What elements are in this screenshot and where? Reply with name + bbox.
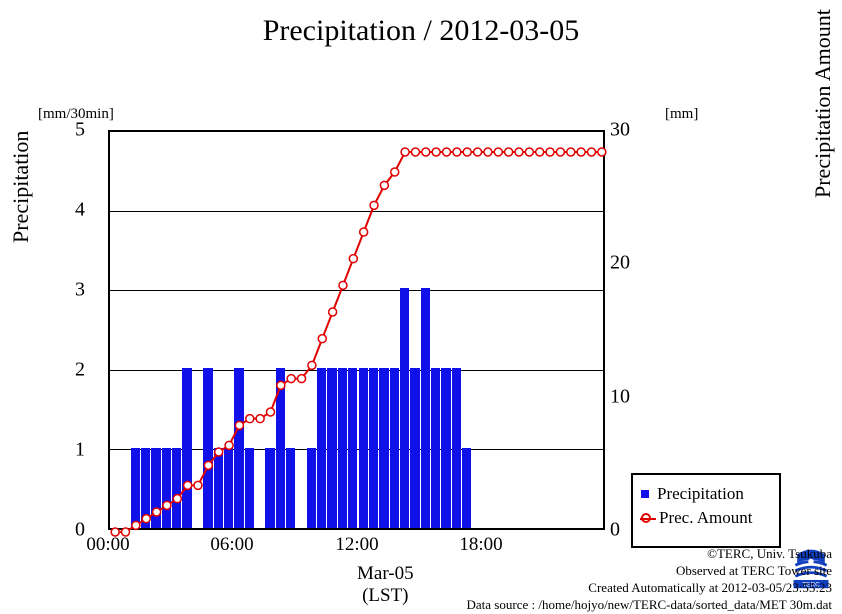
xaxis-title: Mar-05 (LST): [357, 563, 414, 607]
ytick-left-1: 1: [75, 439, 85, 462]
footer-copyright: ©TERC, Univ. Tsukuba: [707, 545, 832, 563]
ytick-left-4: 4: [75, 199, 85, 222]
prec-amount-point[interactable]: Value: 28.5 mm at slot 45: [577, 148, 585, 156]
prec-amount-point[interactable]: Value: 9 mm at slot 15: [266, 408, 274, 416]
prec-amount-point[interactable]: Value: 28.5 mm at slot 36: [484, 148, 492, 156]
prec-amount-point[interactable]: Value: 14.5 mm at slot 20: [318, 335, 326, 343]
prec-amount-point[interactable]: Value: 24.5 mm at slot 25: [370, 201, 378, 209]
right-axis-title: Precipitation Amount: [810, 9, 836, 198]
ytick-left-5: 5: [75, 119, 85, 142]
prec-amount-point[interactable]: Value: 6.5 mm at slot 11: [225, 441, 233, 449]
prec-amount-point[interactable]: Value: 28.5 mm at slot 38: [505, 148, 513, 156]
prec-amount-legend-marker: [641, 513, 651, 523]
prec-amount-point[interactable]: Value: 28.5 mm at slot 37: [494, 148, 502, 156]
right-axis-unit-label: [mm]: [665, 106, 698, 123]
legend-box: Precipitation Prec. Amount: [631, 473, 781, 548]
prec-amount-point[interactable]: Value: 12.5 mm at slot 19: [308, 361, 316, 369]
xtick-1200: 12:00: [335, 534, 378, 556]
prec-amount-point[interactable]: Value: 28.5 mm at slot 43: [556, 148, 564, 156]
prec-amount-point[interactable]: Value: 5 mm at slot 9: [204, 461, 212, 469]
prec-amount-point[interactable]: Value: 28.5 mm at slot 29: [411, 148, 419, 156]
prec-amount-point[interactable]: Value: 16.5 mm at slot 21: [329, 308, 337, 316]
prec-amount-point[interactable]: Value: 18.5 mm at slot 22: [339, 281, 347, 289]
left-axis-title: Precipitation: [8, 131, 34, 243]
prec-amount-point[interactable]: Value: 28.5 mm at slot 28: [401, 148, 409, 156]
prec-amount-point[interactable]: Value: 28.5 mm at slot 47: [598, 148, 606, 156]
prec-amount-point[interactable]: Value: 2.5 mm at slot 6: [173, 495, 181, 503]
xtick-0000: 00:00: [86, 534, 129, 556]
prec-amount-point[interactable]: Value: 3.5 mm at slot 7: [184, 481, 192, 489]
prec-amount-point[interactable]: Value: 8.5 mm at slot 14: [256, 415, 264, 423]
legend-label-prec-amount: Prec. Amount: [659, 508, 753, 528]
prec-amount-point[interactable]: Value: 28.5 mm at slot 31: [432, 148, 440, 156]
ytick-right-0: 0: [610, 519, 620, 542]
footer-created: Created Automatically at 2012-03-05/23:5…: [588, 579, 832, 597]
prec-amount-point[interactable]: Value: 28.5 mm at slot 32: [443, 148, 451, 156]
plot-wrap: [mm/30min] [mm] Precipitation Precipitat…: [0, 48, 842, 518]
prec-amount-point[interactable]: Value: 28.5 mm at slot 35: [474, 148, 482, 156]
prec-amount-point[interactable]: Value: 28.5 mm at slot 46: [587, 148, 595, 156]
prec-amount-point[interactable]: Value: 28.5 mm at slot 39: [515, 148, 523, 156]
prec-amount-point[interactable]: Value: 1.5 mm at slot 4: [153, 508, 161, 516]
xtick-1800: 18:00: [459, 534, 502, 556]
prec-amount-point[interactable]: Value: 11.5 mm at slot 18: [298, 375, 306, 383]
prec-amount-point[interactable]: Value: 26 mm at slot 26: [380, 181, 388, 189]
page-title: Precipitation / 2012-03-05: [0, 14, 842, 48]
prec-amount-point[interactable]: Value: 28.5 mm at slot 42: [546, 148, 554, 156]
prec-amount-point[interactable]: Value: 2 mm at slot 5: [163, 501, 171, 509]
precipitation-amount-line[interactable]: Value: 0 mm at slot 0Value: 0 mm at slot…: [110, 132, 607, 532]
prec-amount-point[interactable]: Value: 28.5 mm at slot 44: [567, 148, 575, 156]
ytick-right-20: 20: [610, 252, 630, 275]
prec-amount-point[interactable]: Value: 28.5 mm at slot 40: [525, 148, 533, 156]
prec-amount-point[interactable]: Value: 8.5 mm at slot 13: [246, 415, 254, 423]
ytick-right-10: 10: [610, 386, 630, 409]
prec-amount-point[interactable]: Value: 1 mm at slot 3: [142, 515, 150, 523]
prec-amount-point[interactable]: Value: 20.5 mm at slot 23: [349, 255, 357, 263]
footer-datasource: Data source : /home/hojyo/new/TERC-data/…: [467, 596, 832, 614]
prec-amount-point[interactable]: Value: 28.5 mm at slot 30: [422, 148, 430, 156]
footer-observed: Observed at TERC Tower site: [676, 562, 832, 580]
legend-item-prec-amount[interactable]: Prec. Amount: [641, 508, 771, 528]
prec-amount-point[interactable]: Value: 11.5 mm at slot 17: [287, 375, 295, 383]
prec-amount-point[interactable]: Value: 27 mm at slot 27: [391, 168, 399, 176]
xtick-0600: 06:00: [210, 534, 253, 556]
ytick-left-3: 3: [75, 279, 85, 302]
prec-amount-point[interactable]: Value: 28.5 mm at slot 33: [453, 148, 461, 156]
prec-amount-point[interactable]: Value: 3.5 mm at slot 8: [194, 481, 202, 489]
prec-amount-point[interactable]: Value: 22.5 mm at slot 24: [360, 228, 368, 236]
prec-amount-point[interactable]: Value: 8 mm at slot 12: [235, 421, 243, 429]
ytick-right-30: 30: [610, 119, 630, 142]
precipitation-legend-marker: [641, 490, 649, 498]
ytick-left-0: 0: [75, 519, 85, 542]
prec-amount-point[interactable]: Value: 6 mm at slot 10: [215, 448, 223, 456]
prec-amount-point[interactable]: Value: 28.5 mm at slot 41: [536, 148, 544, 156]
plot-area: Value: 0 mm at slot 0Value: 0 mm at slot…: [108, 130, 605, 530]
prec-amount-point[interactable]: Value: 28.5 mm at slot 34: [463, 148, 471, 156]
legend-label-precipitation: Precipitation: [657, 484, 744, 504]
prec-amount-point[interactable]: Value: 11 mm at slot 16: [277, 381, 285, 389]
legend-item-precipitation[interactable]: Precipitation: [641, 484, 771, 504]
prec-amount-point[interactable]: Value: 0.5 mm at slot 2: [132, 521, 140, 529]
ytick-left-2: 2: [75, 359, 85, 382]
